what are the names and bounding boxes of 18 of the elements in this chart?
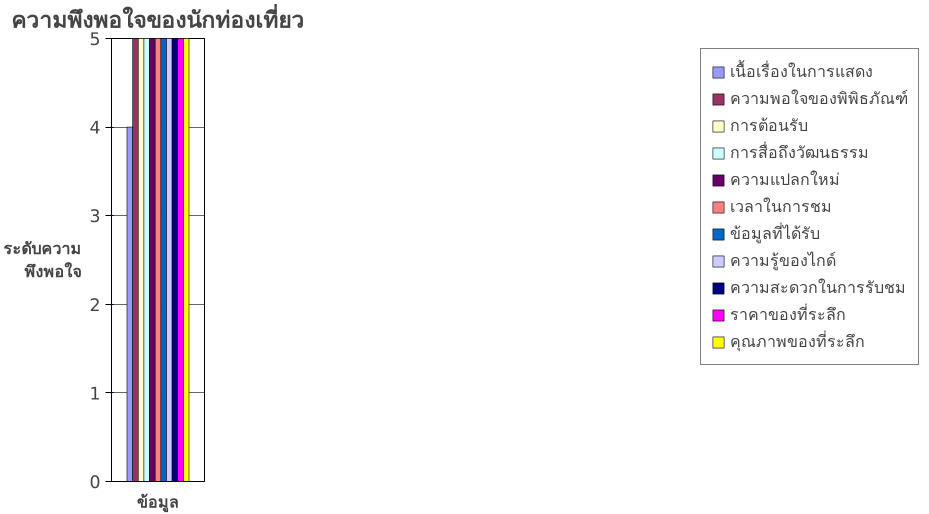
y-tick-label: 4 xyxy=(89,118,101,139)
legend-label: ความแปลกใหม่ xyxy=(730,169,840,191)
legend-label: คุณภาพของที่ระลึก xyxy=(730,330,865,354)
y-axis-title: ระดับความ พึงพอใจ xyxy=(3,239,82,281)
legend-label: ความสะดวกในการรับชม xyxy=(730,277,906,299)
legend-label: ข้อมูลที่ได้รับ xyxy=(730,222,820,246)
y-tick-label: 1 xyxy=(89,384,101,404)
legend-label: เนื้อเรื่องในการแสดง xyxy=(730,59,873,83)
legend-label: ความรู้ของไกด์ xyxy=(730,250,836,272)
y-tick-label: 3 xyxy=(89,207,101,228)
y-tick-label: 0 xyxy=(89,473,101,493)
legend-label: เวลาในการชม xyxy=(730,196,832,218)
legend-label: ความพอใจของพิพิธภัณฑ์ xyxy=(730,88,908,110)
legend-label: การต้อนรับ xyxy=(730,115,808,137)
x-axis-title: ข้อมูล xyxy=(137,492,179,514)
y-tick-label: 2 xyxy=(89,296,101,316)
legend-label: การสื่อถึงวัฒนธรรม xyxy=(730,140,869,164)
legend-label: ราคาของที่ระลึก xyxy=(730,302,846,326)
